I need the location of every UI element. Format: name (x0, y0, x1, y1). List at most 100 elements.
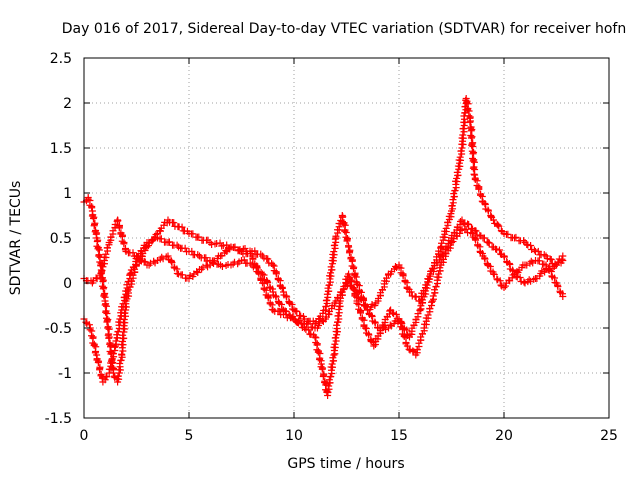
data-point (370, 342, 378, 350)
data-point (269, 261, 277, 269)
data-point-fill (405, 345, 413, 353)
data-point-fill (103, 373, 111, 381)
data-point-fill (371, 319, 379, 327)
data-point-fill (516, 274, 524, 281)
data-point-fill (120, 294, 128, 301)
data-point-fill (94, 245, 102, 253)
data-point-fill (89, 215, 97, 222)
data-point-fill (465, 221, 473, 228)
data-point-fill (109, 350, 117, 358)
data-point-fill (558, 255, 566, 263)
data-point-fill (96, 258, 104, 266)
data-point-fill (319, 373, 327, 380)
data-point-fill (467, 134, 475, 142)
data-point-fill (101, 301, 109, 309)
data-point-fill (547, 256, 555, 263)
data-point-fill (92, 274, 100, 282)
data-point-fill (150, 257, 158, 265)
data-point-fill (114, 217, 122, 225)
data-point-fill (123, 281, 131, 289)
data-point (416, 306, 424, 314)
data-point-fill (459, 125, 467, 133)
data-point-fill (444, 219, 452, 227)
data-point-fill (456, 153, 464, 161)
data-point-fill (459, 131, 467, 139)
data-point-fill (334, 312, 342, 320)
data-point-fill (333, 318, 341, 326)
data-points (80, 95, 567, 399)
x-tick-label: 20 (495, 428, 513, 444)
data-point-fill (202, 254, 210, 262)
data-point-fill (435, 270, 443, 278)
data-point-fill (282, 310, 290, 318)
data-point-fill (255, 270, 263, 278)
data-point-fill (554, 258, 562, 266)
data-point-fill (111, 343, 119, 351)
data-point-fill (328, 360, 336, 368)
data-point-fill (392, 310, 400, 318)
data-point-fill (218, 263, 226, 270)
data-point-fill (351, 272, 359, 280)
data-point-fill (152, 230, 160, 238)
data-point-fill (296, 317, 304, 325)
data-point (164, 252, 172, 260)
data-point-fill (365, 331, 373, 339)
data-point-fill (325, 382, 333, 390)
data-point-fill (114, 328, 122, 336)
data-point-fill (480, 234, 488, 242)
data-point-fill (469, 157, 477, 165)
data-point-fill (322, 297, 330, 305)
data-point-fill (129, 249, 137, 257)
data-point-fill (124, 278, 132, 286)
data-point-fill (95, 252, 103, 260)
data-point (345, 270, 353, 278)
data-point-fill (102, 250, 110, 258)
data-point-fill (407, 288, 415, 296)
data-point-fill (314, 348, 322, 356)
data-point-fill (325, 376, 333, 384)
data-point-fill (189, 230, 197, 238)
data-point (559, 257, 567, 264)
data-point (553, 261, 560, 269)
data-point-fill (345, 249, 353, 257)
data-point-fill (105, 334, 113, 342)
data-point (126, 270, 134, 278)
data-point-fill (535, 257, 543, 265)
data-point-fill (278, 284, 286, 292)
y-tick-label: 2.5 (50, 51, 72, 67)
data-point-fill (412, 293, 420, 301)
data-point-fill (330, 248, 338, 256)
data-point-fill (118, 350, 126, 358)
data-point-fill (512, 233, 520, 241)
data-point-fill (318, 317, 326, 324)
data-point-fill (195, 233, 203, 241)
data-point (559, 293, 567, 300)
y-tick-label: 0 (63, 276, 72, 292)
data-point-fill (88, 204, 96, 212)
data-point-fill (318, 365, 326, 373)
data-point (353, 288, 361, 296)
data-point-fill (316, 356, 324, 363)
data-point-fill (120, 240, 128, 248)
data-point-fill (341, 227, 349, 235)
data-point-fill (343, 237, 351, 245)
data-point-fill (484, 207, 492, 215)
data-point (311, 333, 319, 341)
data-point-fill (223, 241, 231, 249)
data-point-fill (90, 342, 98, 349)
data-point-fill (249, 255, 257, 263)
data-point-fill (100, 292, 108, 300)
data-point-fill (331, 340, 339, 348)
data-point (416, 297, 424, 305)
data-point (500, 284, 508, 291)
y-axis-label: SDTVAR / TECUs (8, 181, 24, 296)
x-tick-label: 15 (390, 428, 408, 444)
data-point-fill (113, 331, 121, 339)
data-point-fill (457, 147, 465, 155)
data-point-fill (347, 282, 355, 290)
data-point-fill (264, 294, 272, 302)
data-point-fill (554, 283, 562, 290)
data-point-fill (456, 218, 464, 225)
data-point-fill (326, 373, 334, 381)
